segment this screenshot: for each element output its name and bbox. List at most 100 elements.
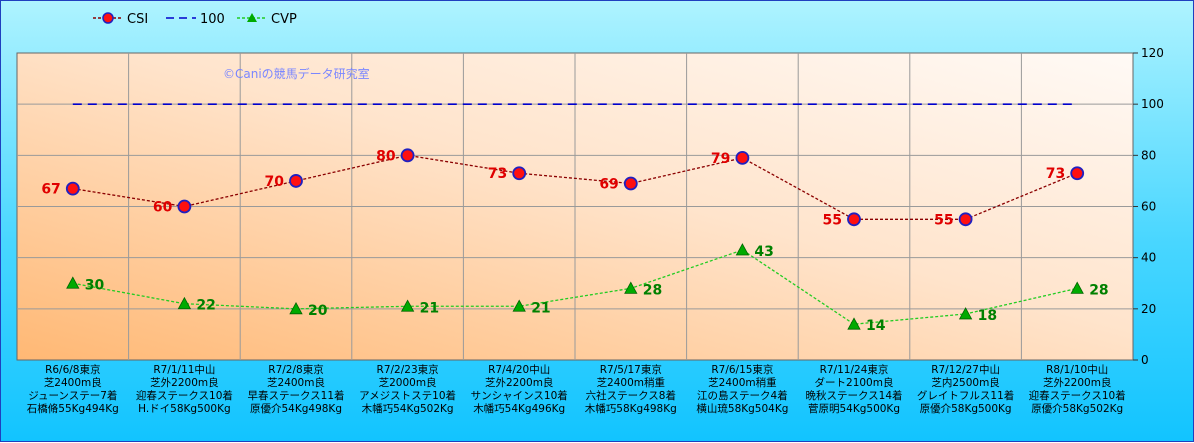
y-tick-label: 120 [1141, 46, 1164, 60]
x-category-label: R8/1/10中山芝外2200m良迎春ステークス10着原優介58Kg502Kg [1029, 363, 1126, 415]
csi-point [65, 181, 80, 196]
cvp-point [735, 243, 750, 256]
cvp-point [177, 296, 192, 310]
legend-item-csi: CSI [93, 12, 148, 27]
cvp-data-label: 30 [85, 277, 105, 293]
cvp-point [400, 299, 415, 312]
x-category-label: R7/4/20中山芝外2200m良サンシャインス10着木幡巧54Kg496Kg [471, 363, 568, 415]
cvp-data-label: 22 [196, 298, 215, 314]
x-label-line: ダート2100m良 [815, 376, 894, 389]
y-tick-label: 60 [1141, 200, 1156, 214]
csi-data-label: 60 [153, 200, 173, 216]
x-category-label: R7/12/27中山芝内2500m良グレイトフルス11着原優介58Kg500Kg [917, 363, 1014, 415]
x-category-label: R7/1/11中山芝外2200m良迎春ステークス10着 H.ドイ58Kg500Kg [136, 363, 233, 415]
x-category-label: R7/2/23東京芝2000m良アメジストステ10着木幡巧54Kg502Kg [359, 363, 456, 415]
csi-point [289, 174, 303, 188]
x-label-line: R7/2/23東京 [377, 363, 439, 376]
series-layer: 67 60 70 80 73 69 79 55 55 73 30 22 20 21 21 28 43 14 18 28 [41, 103, 1109, 334]
x-category-label: R7/5/17東京芝2400m稍重六社ステークス8着木幡巧58Kg498Kg [585, 363, 677, 415]
x-label-line: 六社ステークス8着 [586, 389, 676, 402]
csi-data-label: 70 [265, 174, 285, 190]
x-label-line: 石橋脩55Kg494Kg [27, 402, 119, 415]
x-label-line: 芝2000m良 [379, 376, 437, 389]
csi-point [512, 166, 527, 181]
x-label-line: サンシャインス10着 [471, 389, 568, 402]
legend-item-100: 100 [166, 12, 225, 27]
x-label-line: 木幡巧54Kg502Kg [362, 402, 454, 415]
csi-point [958, 212, 973, 227]
cvp-data-label: 18 [978, 308, 997, 324]
csi-data-label: 80 [376, 148, 396, 164]
csi-point [623, 176, 638, 191]
x-category-label: R7/6/15東京芝2400m稍重江の島ステーク4着横山琉58Kg504Kg [696, 363, 788, 415]
x-label-line: グレイトフルス11着 [917, 389, 1014, 402]
csi-point [735, 150, 750, 165]
x-label-line: 芝内2500m良 [931, 376, 999, 389]
csi-data-label: 79 [711, 151, 730, 167]
x-label-line: 芝2400m良 [44, 376, 102, 389]
series-line [72, 154, 1078, 220]
x-label-line: 芝外2200m良 [1043, 376, 1111, 389]
y-tick-label: 80 [1141, 148, 1156, 162]
csi-point [177, 199, 192, 214]
x-label-line: アメジストステ10着 [359, 389, 456, 402]
x-label-line: H.ドイ58Kg500Kg [138, 403, 231, 415]
x-label-line: R7/1/11中山 [153, 363, 215, 376]
x-category-label: R7/11/24東京ダート2100m良晩秋ステークス14着菅原明54Kg500K… [805, 363, 902, 415]
y-axis: 0 20 40 60 80 100 120 [1133, 46, 1164, 367]
cvp-point [847, 317, 861, 330]
legend-marker [247, 13, 257, 22]
x-label-line: R6/6/8東京 [45, 363, 100, 376]
cvp-data-label: 28 [643, 282, 662, 298]
series-cvp: 30 22 20 21 21 28 43 14 18 28 [66, 243, 1109, 334]
x-label-line: 原優介58Kg500Kg [920, 402, 1012, 415]
cvp-data-label: 43 [754, 244, 773, 260]
x-label-line: 芝外2200m良 [485, 376, 553, 389]
cvp-point [624, 281, 638, 294]
x-label-line: R8/1/10中山 [1046, 363, 1108, 376]
x-label-line: 原優介54Kg498Kg [250, 402, 342, 415]
x-category-label: R7/2/8東京芝2400m良早春ステークス11着原優介54Kg498Kg [247, 363, 344, 415]
cvp-point [512, 299, 526, 312]
csi-data-label: 73 [488, 166, 507, 182]
legend-label: CVP [271, 12, 297, 27]
cvp-data-label: 28 [1089, 282, 1108, 298]
x-label-line: ジューンステー7着 [28, 389, 117, 402]
cvp-data-label: 20 [308, 303, 328, 319]
x-label-line: R7/2/8東京 [268, 363, 323, 376]
csi-point [400, 148, 415, 163]
cvp-data-label: 14 [866, 318, 886, 334]
x-label-line: 芝2400m良 [267, 376, 325, 389]
legend-label: 100 [200, 12, 225, 27]
cvp-data-label: 21 [420, 300, 439, 316]
csi-data-label: 73 [1046, 166, 1065, 182]
x-label-line: 芝2400m稍重 [597, 376, 665, 389]
csi-data-label: 67 [41, 182, 60, 198]
csi-data-label: 55 [934, 212, 953, 228]
x-label-line: 早春ステークス11着 [247, 389, 344, 402]
x-label-line: 原優介58Kg502Kg [1031, 402, 1123, 415]
x-label-line: R7/5/17東京 [600, 363, 662, 376]
x-label-line: 芝外2200m良 [150, 376, 218, 389]
legend-marker [102, 12, 114, 24]
cvp-point [289, 301, 303, 315]
x-label-line: R7/4/20中山 [488, 363, 550, 376]
csi-point [1070, 166, 1085, 181]
series-csi: 67 60 70 80 73 69 79 55 55 73 [41, 148, 1085, 228]
x-label-line: 晩秋ステークス14着 [805, 389, 902, 402]
csi-point [847, 212, 861, 227]
y-tick-label: 20 [1141, 302, 1156, 316]
legend: CSI 100 CVP [93, 12, 297, 27]
x-axis: R6/6/8東京芝2400m良ジューンステー7着石橋脩55Kg494Kg R7/1… [27, 363, 1126, 415]
x-label-line: 芝2400m稍重 [708, 376, 776, 389]
cvp-point [66, 276, 80, 289]
cvp-point [958, 307, 973, 320]
x-label-line: 横山琉58Kg504Kg [696, 402, 788, 415]
x-label-line: 菅原明54Kg500Kg [808, 403, 900, 415]
y-tick-label: 40 [1141, 251, 1156, 265]
legend-item-cvp: CVP [237, 12, 297, 27]
legend-label: CSI [127, 12, 148, 27]
cvp-point [1070, 281, 1084, 294]
